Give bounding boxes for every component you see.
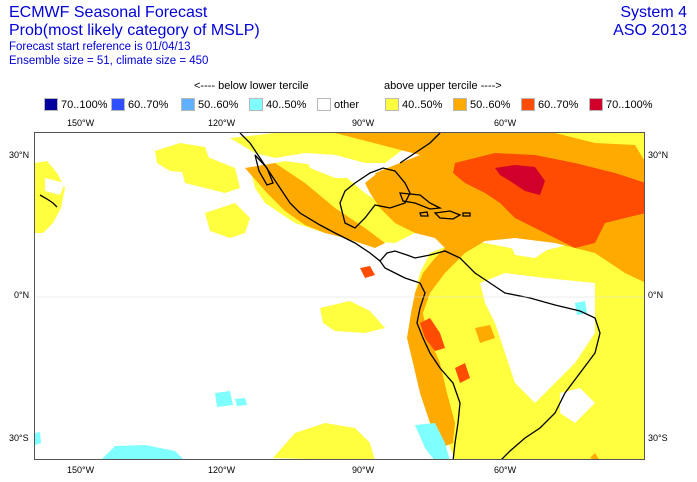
puerto-rico-coast <box>462 212 471 217</box>
legend-label: 70..100% <box>606 98 653 111</box>
jamaica-coast <box>419 211 429 217</box>
baja-california-coast <box>254 154 274 186</box>
legend-label: 50..60% <box>470 98 511 111</box>
legend-label: 70..100% <box>61 98 108 111</box>
legend-above-header: above upper tercile ----> <box>384 80 502 92</box>
lat-label-right: 0°N <box>648 290 664 300</box>
hispaniola-coast <box>433 210 462 220</box>
lon-label-bottom: 90°W <box>352 465 375 475</box>
legend-item-above-60-70: 60..70% <box>521 98 578 111</box>
coastline-west-americas <box>239 133 461 459</box>
lon-label-bottom: 150°W <box>67 465 95 475</box>
map-canvas <box>35 133 644 459</box>
legend-swatch <box>385 98 399 111</box>
forecast-map <box>34 132 645 460</box>
lat-label-left: 0°N <box>14 290 30 300</box>
legend-label: 40..50% <box>402 98 443 111</box>
lat-label-left: 30°S <box>9 433 29 443</box>
legend: 70..100% 60..70% 50..60% 40..50% other 4… <box>0 98 697 114</box>
lon-label-top: 150°W <box>67 118 95 128</box>
legend-swatch <box>111 98 125 111</box>
legend-item-above-70-100: 70..100% <box>589 98 652 111</box>
legend-item-above-50-60: 50..60% <box>453 98 510 111</box>
florida-atlantic-coast <box>399 133 441 164</box>
coastlines <box>39 133 601 459</box>
lon-label-top: 120°W <box>208 118 236 128</box>
map-title: ECMWF Seasonal Forecast <box>9 4 208 21</box>
legend-swatch <box>249 98 263 111</box>
legend-item-other: other <box>317 98 359 111</box>
legend-label: 40..50% <box>266 98 307 111</box>
system-label: System 4 <box>620 4 687 21</box>
ensemble-info-text: Ensemble size = 51, climate size = 450 <box>9 55 209 67</box>
above-70-100-areas <box>495 165 545 195</box>
legend-swatch <box>317 98 331 111</box>
legend-item-above-40-50: 40..50% <box>385 98 442 111</box>
legend-item-below-40-50: 40..50% <box>249 98 306 111</box>
above-60-70-areas <box>360 153 644 383</box>
title-block: ECMWF Seasonal Forecast Prob(most likely… <box>9 4 260 68</box>
lon-label-bottom: 120°W <box>208 465 236 475</box>
lon-label-top: 90°W <box>352 118 375 128</box>
lat-label-right: 30°S <box>648 433 668 443</box>
lat-label-right: 30°N <box>648 150 669 160</box>
legend-below-header: <---- below lower tercile <box>194 80 309 92</box>
legend-label: 60..70% <box>538 98 579 111</box>
legend-item-below-70-100: 70..100% <box>44 98 107 111</box>
legend-label: 50..60% <box>198 98 239 111</box>
forecast-start-text: Forecast start reference is 01/04/13 <box>9 41 191 53</box>
legend-swatch <box>44 98 58 111</box>
season-label: ASO 2013 <box>613 22 687 39</box>
legend-swatch <box>181 98 195 111</box>
lon-label-top: 60°W <box>494 118 517 128</box>
hawaii-islands <box>39 194 58 208</box>
legend-item-below-60-70: 60..70% <box>111 98 168 111</box>
lon-label-bottom: 60°W <box>494 465 517 475</box>
cuba-coast <box>399 192 443 210</box>
gulf-of-mexico-coast <box>339 167 411 229</box>
legend-item-below-50-60: 50..60% <box>181 98 238 111</box>
legend-swatch <box>589 98 603 111</box>
system-info: System 4 ASO 2013 <box>613 4 687 40</box>
legend-swatch <box>521 98 535 111</box>
legend-label: 60..70% <box>128 98 169 111</box>
map-subtitle: Prob(most likely category of MSLP) <box>9 22 260 39</box>
coastline-east-south-america <box>379 250 601 459</box>
legend-label: other <box>334 98 360 111</box>
lat-label-left: 30°N <box>9 150 30 160</box>
below-40-50-areas <box>35 301 587 459</box>
legend-swatch <box>453 98 467 111</box>
